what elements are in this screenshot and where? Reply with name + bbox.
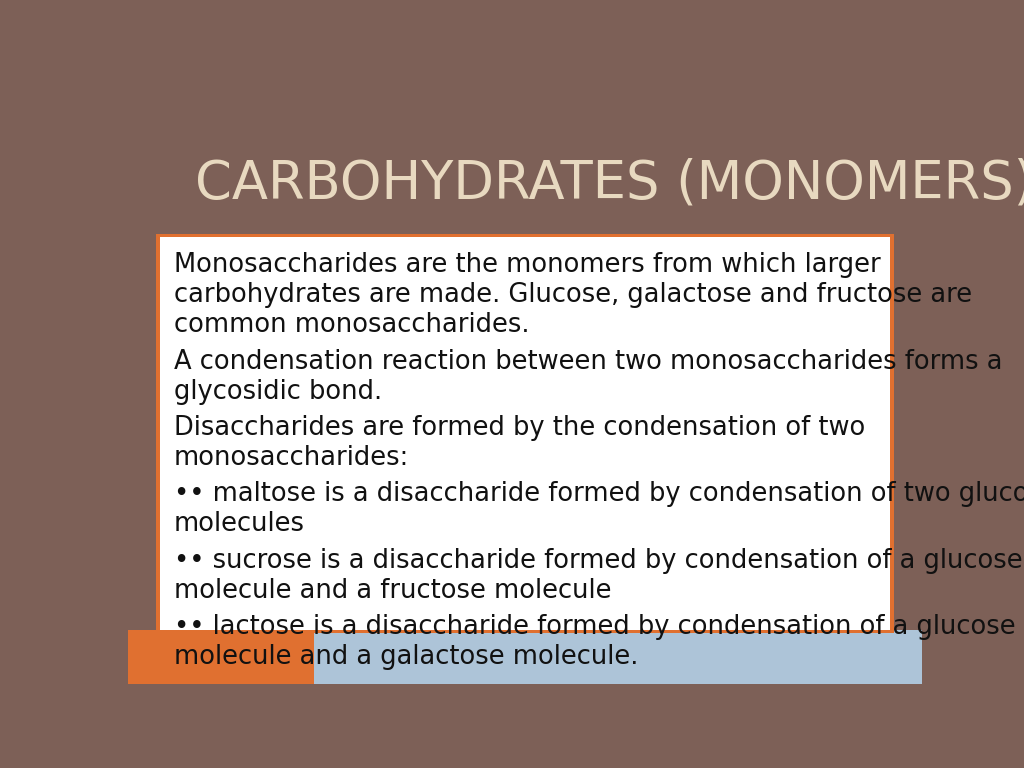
Text: •• maltose is a disaccharide formed by condensation of two glucose
molecules: •• maltose is a disaccharide formed by c… xyxy=(174,482,1024,538)
Text: •• sucrose is a disaccharide formed by condensation of a glucose
molecule and a : •• sucrose is a disaccharide formed by c… xyxy=(174,548,1023,604)
Bar xyxy=(160,237,890,631)
Text: •• lactose is a disaccharide formed by condensation of a glucose
molecule and a : •• lactose is a disaccharide formed by c… xyxy=(174,614,1016,670)
Text: Disaccharides are formed by the condensation of two
monosaccharides:: Disaccharides are formed by the condensa… xyxy=(174,415,865,471)
Bar xyxy=(314,631,922,684)
Bar xyxy=(128,631,314,684)
Text: CARBOHYDRATES (MONOMERS): CARBOHYDRATES (MONOMERS) xyxy=(196,157,1024,210)
Text: A condensation reaction between two monosaccharides forms a
glycosidic bond.: A condensation reaction between two mono… xyxy=(174,349,1002,405)
Bar xyxy=(156,234,894,634)
Text: Monosaccharides are the monomers from which larger
carbohydrates are made. Gluco: Monosaccharides are the monomers from wh… xyxy=(174,252,972,338)
